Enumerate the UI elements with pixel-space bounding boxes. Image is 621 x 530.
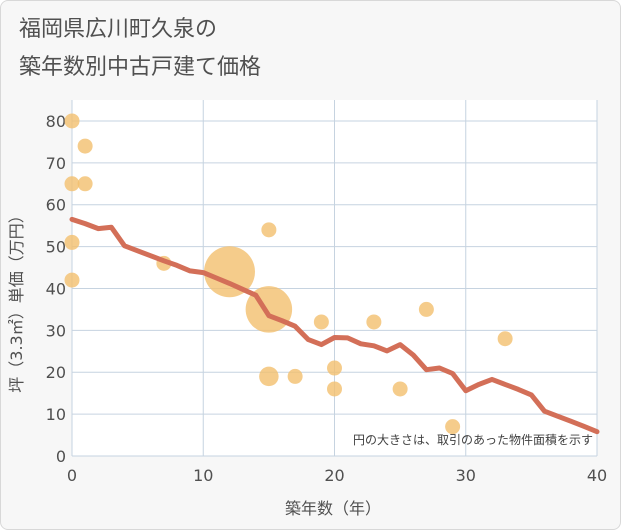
y-tick-label: 50 bbox=[46, 238, 66, 257]
x-tick-labels: 0 10 20 30 40 bbox=[67, 466, 607, 485]
y-tick-label: 20 bbox=[46, 363, 66, 382]
data-point bbox=[327, 381, 342, 397]
y-tick-label: 0 bbox=[56, 447, 66, 466]
x-axis-label: 築年数（年） bbox=[285, 499, 381, 518]
data-point bbox=[327, 360, 342, 376]
data-point bbox=[64, 176, 80, 192]
data-point bbox=[77, 138, 93, 154]
x-tick-label: 20 bbox=[324, 466, 344, 485]
y-tick-label: 80 bbox=[46, 112, 66, 131]
bubble-size-note: 円の大きさは、取引のあった物件面積を示す bbox=[353, 432, 593, 447]
data-point bbox=[77, 176, 93, 192]
y-tick-label: 70 bbox=[46, 154, 66, 173]
y-tick-labels: 0 10 20 30 40 50 60 70 80 bbox=[46, 112, 66, 466]
chart-title-line-2: 築年数別中古戸建て価格 bbox=[19, 55, 262, 80]
data-point bbox=[497, 331, 513, 347]
data-point bbox=[418, 301, 434, 317]
chart-title: 福岡県広川町久泉の 築年数別中古戸建て価格 bbox=[19, 11, 261, 87]
chart-title-line-1: 福岡県広川町久泉の bbox=[19, 17, 218, 42]
y-tick-label: 10 bbox=[46, 405, 66, 424]
y-axis-label: 坪（3.3㎡）単価（万円） bbox=[7, 207, 26, 392]
y-tick-label: 60 bbox=[46, 196, 66, 215]
data-point bbox=[366, 314, 382, 330]
x-tick-label: 40 bbox=[587, 466, 607, 485]
x-tick-label: 10 bbox=[193, 466, 213, 485]
data-point bbox=[445, 419, 461, 435]
data-point bbox=[64, 272, 80, 288]
data-point bbox=[313, 314, 329, 330]
y-tick-label: 30 bbox=[46, 321, 66, 340]
data-point bbox=[287, 368, 303, 384]
x-tick-label: 0 bbox=[67, 466, 77, 485]
data-point bbox=[392, 381, 408, 397]
data-point bbox=[261, 222, 277, 238]
data-point bbox=[64, 234, 80, 250]
average-price-line bbox=[69, 216, 600, 435]
data-point bbox=[259, 366, 279, 387]
data-point bbox=[204, 246, 255, 298]
x-tick-label: 30 bbox=[456, 466, 476, 485]
data-point bbox=[64, 113, 80, 129]
y-tick-label: 40 bbox=[46, 279, 66, 298]
